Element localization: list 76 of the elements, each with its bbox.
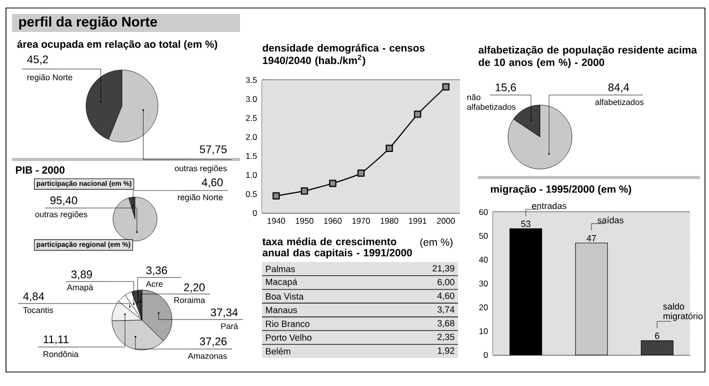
slice-label: Tocantis bbox=[23, 306, 54, 314]
x-tick-label: saídas bbox=[598, 216, 624, 224]
data-label: 45,2 bbox=[27, 55, 48, 65]
data-label: 57,75 bbox=[200, 145, 227, 154]
category-label: Manaus bbox=[266, 306, 297, 314]
slice-label: não alfabetizados bbox=[467, 94, 516, 110]
data-label: 15,6 bbox=[496, 83, 516, 93]
slice-label: Amapá bbox=[66, 284, 94, 292]
category-label: Belém bbox=[266, 348, 290, 354]
data-label: 4,84 bbox=[23, 292, 44, 302]
y-tick-label: 60 bbox=[479, 209, 488, 215]
data-label: 3,74 bbox=[438, 306, 454, 314]
slice-label: outras regiões bbox=[35, 211, 88, 219]
data-label: 37,26 bbox=[200, 337, 227, 347]
x-tick-label: entradas bbox=[532, 202, 566, 210]
y-tick-label: 50 bbox=[479, 232, 488, 239]
chart-subtitle: área ocupada em relação ao total (em %) bbox=[17, 40, 218, 50]
data-label: 2,20 bbox=[184, 283, 205, 293]
data-label: 95,40 bbox=[50, 196, 78, 206]
slice-label: região Norte bbox=[178, 194, 223, 202]
y-tick-label: 30 bbox=[479, 280, 488, 286]
text: taxa média de crescimento anual das capitais - 1991/2000 bbox=[262, 238, 412, 258]
y-tick-label: 1.0 bbox=[246, 172, 257, 178]
x-tick-label: 2000 bbox=[437, 218, 455, 224]
data-label: 53 bbox=[521, 220, 530, 228]
data-label: 37,34 bbox=[210, 308, 238, 318]
y-tick-label: 0.5 bbox=[246, 191, 257, 197]
y-tick-label: 40 bbox=[479, 256, 488, 263]
slice-label: Acre bbox=[146, 281, 163, 287]
y-tick-label: 10 bbox=[479, 328, 488, 334]
slice-label: Pará bbox=[221, 322, 238, 330]
category-label: Rio Branco bbox=[266, 320, 310, 328]
y-tick-label: 0 bbox=[252, 210, 257, 216]
data-label: 1,92 bbox=[438, 347, 454, 355]
chart-title: migração - 1995/2000 (em %) bbox=[490, 185, 632, 195]
data-label: 21,39 bbox=[432, 265, 454, 273]
category-label: Boa Vista bbox=[266, 292, 304, 300]
slice-label: Amazonas bbox=[188, 353, 227, 359]
chart-title: alfabetização de população residente acima de 10 anos (em %) - 2000 bbox=[478, 46, 697, 68]
y-tick-label: 2.5 bbox=[246, 115, 257, 121]
slice-label: Rondônia bbox=[44, 350, 78, 358]
y-tick-label: 20 bbox=[479, 304, 488, 310]
data-label: 47 bbox=[586, 235, 596, 242]
y-tick-label: 3.5 bbox=[246, 77, 257, 83]
chart-title: densidade demográfica - censos 1940/2040 (hab./km$^{2}$) bbox=[262, 44, 425, 66]
data-label: 3,36 bbox=[146, 266, 167, 276]
slice-label: outras regiões bbox=[174, 165, 227, 173]
data-label: 11,11 bbox=[44, 335, 68, 345]
text: (em %) bbox=[420, 238, 452, 248]
x-tick-label: 1980 bbox=[380, 218, 398, 224]
x-tick-label: 1940 bbox=[268, 218, 286, 224]
chart-title: PIB - 2000 bbox=[16, 166, 64, 174]
x-tick-label: 1991 bbox=[408, 218, 426, 224]
data-label: 6 bbox=[655, 332, 660, 340]
category-label: Palmas bbox=[266, 266, 295, 272]
y-tick-label: 0 bbox=[484, 352, 488, 358]
category-label: Porto Velho bbox=[266, 334, 312, 341]
x-tick-label: saldo migratório bbox=[663, 302, 703, 322]
slice-label: alfabetizados bbox=[595, 98, 644, 106]
data-label: 3,68 bbox=[438, 320, 454, 328]
category-label: Macapá bbox=[266, 278, 298, 287]
y-tick-label: 1.5 bbox=[246, 153, 257, 159]
data-label: 3,89 bbox=[71, 270, 92, 280]
data-label: 4,60 bbox=[202, 178, 223, 188]
data-label: 84,4 bbox=[608, 83, 630, 93]
slice-label: Roraima bbox=[174, 296, 206, 304]
chart-title: perfil da região Norte bbox=[19, 16, 158, 30]
data-label: 2,35 bbox=[438, 334, 454, 342]
y-tick-label: 3.0 bbox=[246, 96, 257, 102]
data-label: 6,00 bbox=[438, 278, 454, 286]
x-tick-label: 1950 bbox=[296, 218, 314, 224]
slice-label: região Norte bbox=[27, 74, 72, 82]
data-label: 4,60 bbox=[437, 292, 454, 300]
x-tick-label: 1960 bbox=[324, 218, 342, 224]
x-tick-label: 1970 bbox=[352, 218, 370, 224]
y-tick-label: 2.0 bbox=[246, 134, 257, 140]
